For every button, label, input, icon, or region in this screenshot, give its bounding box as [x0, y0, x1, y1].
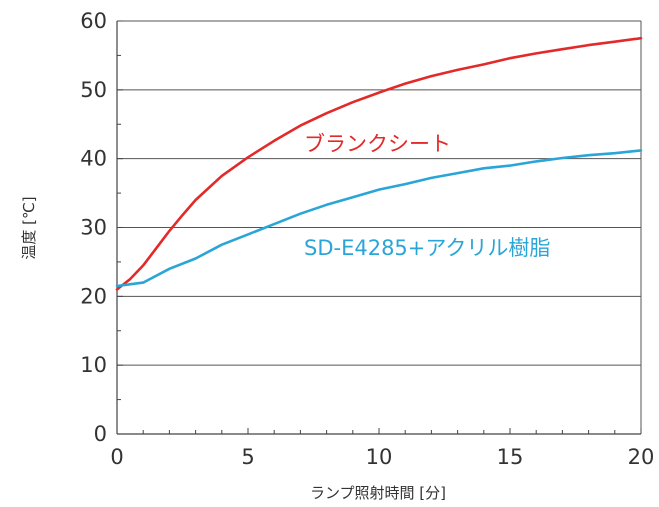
series-label-blank-sheet: ブランクシート	[304, 132, 451, 156]
x-tick-label-20: 20	[628, 445, 655, 469]
series-line-0	[115, 36, 643, 291]
axes	[116, 20, 642, 435]
y-tick-label-50: 50	[80, 78, 107, 102]
y-tick-label-0: 0	[94, 422, 107, 446]
x-tick-label-15: 15	[497, 445, 524, 469]
x-tick-label-0: 0	[110, 445, 123, 469]
x-axis-label: ランプ照射時間 [分]	[310, 484, 446, 502]
y-axis-label: 温度 [℃]	[20, 196, 38, 259]
y-tick-label-10: 10	[80, 353, 107, 377]
y-tick-label-20: 20	[80, 284, 107, 308]
x-tick-label-5: 5	[241, 445, 254, 469]
series-line-1	[115, 149, 643, 288]
grid	[117, 20, 642, 434]
x-tick-label-10: 10	[366, 445, 393, 469]
series-lines	[115, 36, 643, 291]
y-tick-label-30: 30	[80, 216, 107, 240]
y-tick-label-40: 40	[80, 147, 107, 171]
tick-labels: 0 10 20 30 40 50 60 0 5 10 15 20	[80, 9, 654, 469]
series-label-sd-e4285: SD-E4285+アクリル樹脂	[304, 236, 550, 260]
y-tick-label-60: 60	[80, 9, 107, 33]
